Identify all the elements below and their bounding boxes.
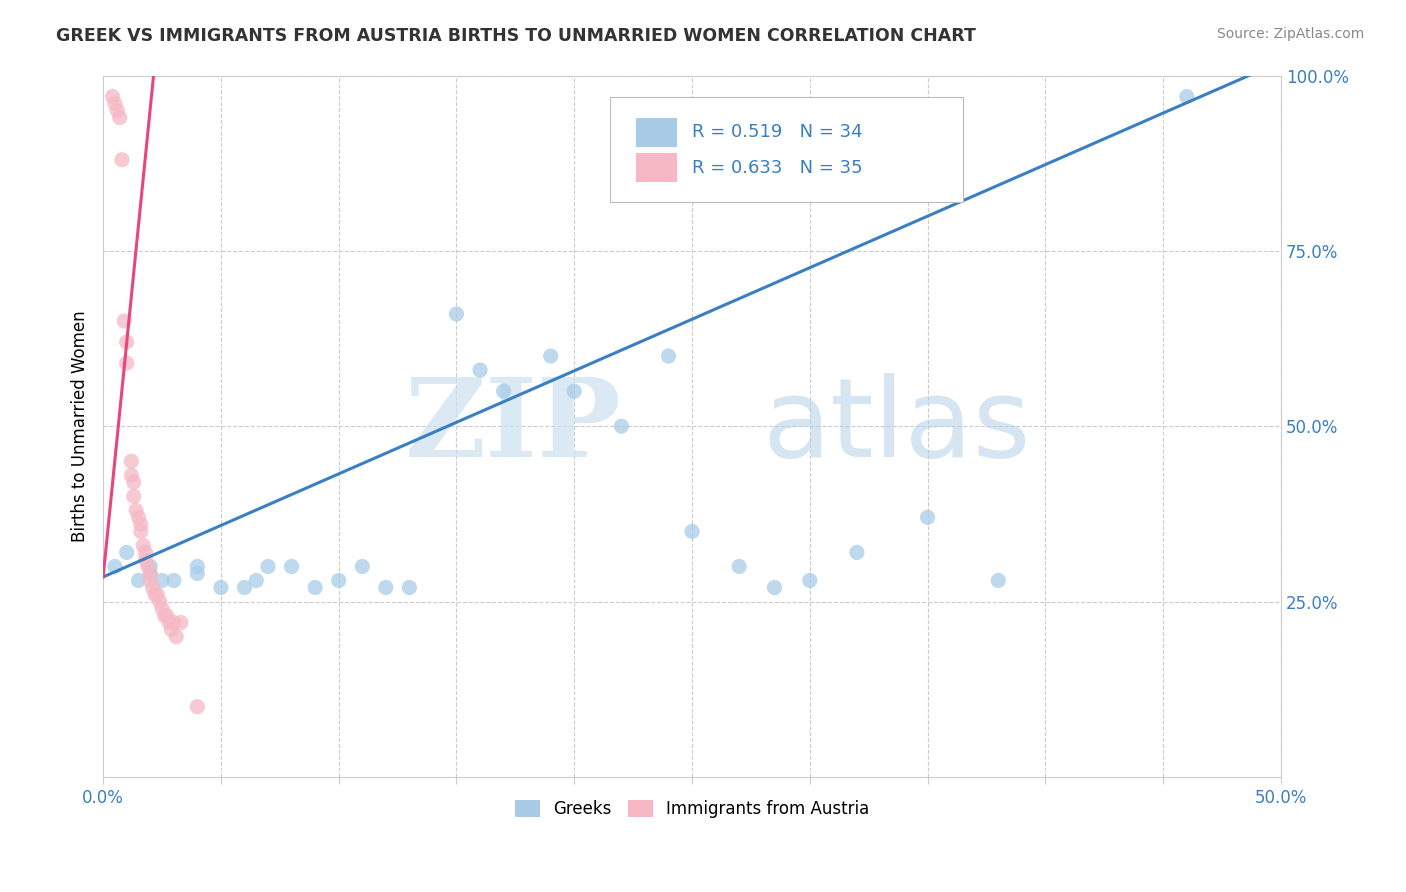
Text: Source: ZipAtlas.com: Source: ZipAtlas.com	[1216, 27, 1364, 41]
Legend: Greeks, Immigrants from Austria: Greeks, Immigrants from Austria	[508, 793, 876, 824]
Point	[799, 574, 821, 588]
Point	[120, 454, 142, 468]
Point	[352, 559, 374, 574]
Point	[125, 503, 148, 517]
Bar	[636, 118, 676, 147]
Point	[257, 559, 280, 574]
Text: R = 0.519   N = 34: R = 0.519 N = 34	[692, 122, 863, 141]
Point	[398, 581, 420, 595]
Point	[468, 363, 491, 377]
Point	[657, 349, 679, 363]
Point	[150, 574, 173, 588]
Point	[104, 559, 127, 574]
Point	[135, 545, 157, 559]
Point	[610, 419, 633, 434]
Point	[139, 566, 162, 581]
Point	[165, 630, 187, 644]
Text: GREEK VS IMMIGRANTS FROM AUSTRIA BIRTHS TO UNMARRIED WOMEN CORRELATION CHART: GREEK VS IMMIGRANTS FROM AUSTRIA BIRTHS …	[56, 27, 976, 45]
Point	[160, 623, 183, 637]
Point	[186, 566, 208, 581]
Point	[374, 581, 396, 595]
Point	[245, 574, 267, 588]
Point	[122, 489, 145, 503]
Point	[142, 581, 165, 595]
Point	[112, 314, 135, 328]
Point	[492, 384, 515, 398]
Point	[233, 581, 256, 595]
Point	[120, 468, 142, 483]
Point	[127, 574, 149, 588]
Point	[150, 601, 173, 615]
Point	[104, 96, 127, 111]
Point	[115, 356, 138, 370]
Point	[132, 538, 155, 552]
Point	[139, 574, 162, 588]
Point	[1175, 89, 1198, 103]
Point	[139, 566, 162, 581]
Point	[446, 307, 468, 321]
Text: R = 0.633   N = 35: R = 0.633 N = 35	[692, 159, 863, 178]
Text: ZIP: ZIP	[405, 373, 621, 480]
Point	[304, 581, 326, 595]
Point	[136, 559, 159, 574]
Point	[101, 89, 124, 103]
Point	[139, 559, 162, 574]
Point	[115, 334, 138, 349]
Point	[540, 349, 562, 363]
Point	[209, 581, 232, 595]
Point	[163, 615, 186, 630]
Point	[156, 608, 179, 623]
Y-axis label: Births to Unmarried Women: Births to Unmarried Women	[72, 310, 89, 542]
Text: atlas: atlas	[762, 373, 1031, 480]
Point	[143, 587, 166, 601]
Point	[987, 574, 1010, 588]
Point	[115, 545, 138, 559]
Point	[135, 552, 157, 566]
Point	[186, 559, 208, 574]
Point	[728, 559, 751, 574]
Point	[111, 153, 134, 167]
Point	[186, 699, 208, 714]
Point	[129, 517, 152, 532]
Point	[163, 574, 186, 588]
Point	[917, 510, 939, 524]
Point	[153, 608, 176, 623]
Point	[157, 615, 180, 630]
Point	[129, 524, 152, 539]
Point	[562, 384, 585, 398]
Point	[146, 587, 169, 601]
Point	[127, 510, 149, 524]
Point	[681, 524, 703, 539]
Point	[149, 594, 172, 608]
Point	[122, 475, 145, 490]
Point	[328, 574, 350, 588]
Bar	[636, 153, 676, 182]
Point	[845, 545, 868, 559]
Point	[763, 581, 786, 595]
Point	[105, 103, 128, 118]
Point	[170, 615, 193, 630]
FancyBboxPatch shape	[610, 96, 963, 202]
Point	[280, 559, 302, 574]
Point	[108, 111, 131, 125]
